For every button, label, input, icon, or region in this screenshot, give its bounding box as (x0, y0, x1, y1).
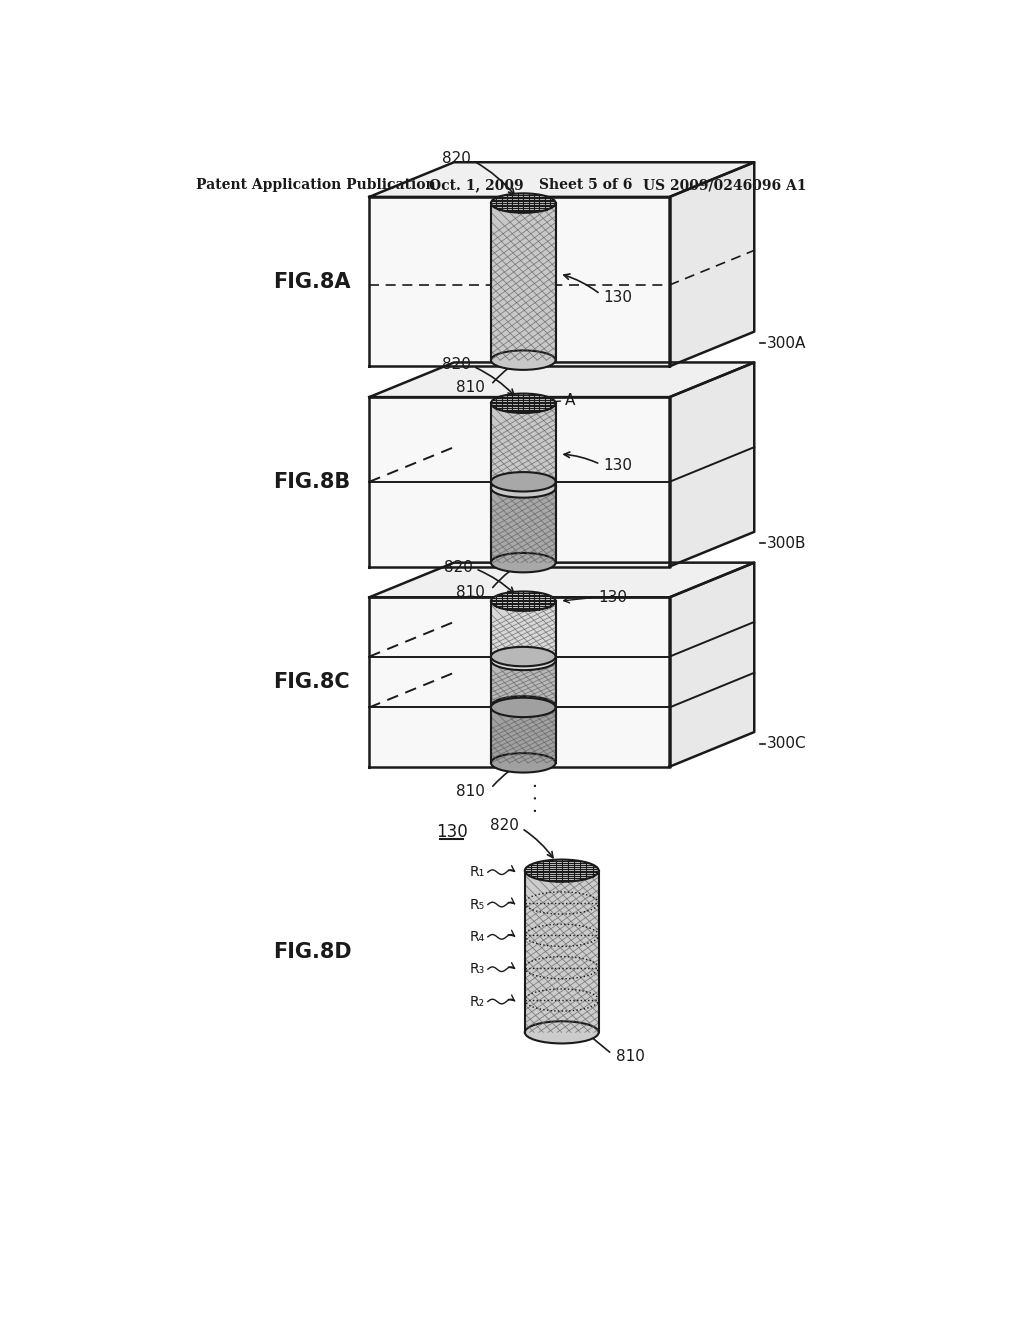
Polygon shape (670, 562, 755, 767)
Text: 300A: 300A (767, 335, 806, 351)
Text: R₁: R₁ (470, 865, 484, 879)
Polygon shape (524, 871, 599, 1032)
Text: 130: 130 (436, 824, 468, 841)
Text: Patent Application Publication: Patent Application Publication (196, 178, 435, 193)
Text: 810: 810 (456, 585, 484, 601)
Text: R₄: R₄ (470, 929, 484, 944)
Text: A: A (565, 393, 575, 408)
Text: FIG.8A: FIG.8A (273, 272, 350, 292)
Ellipse shape (490, 393, 556, 413)
Text: 300B: 300B (767, 536, 806, 550)
Polygon shape (670, 162, 755, 367)
Text: FIG.8C: FIG.8C (273, 672, 349, 692)
Ellipse shape (490, 350, 556, 370)
Text: B: B (569, 1011, 580, 1024)
Text: Oct. 1, 2009: Oct. 1, 2009 (429, 178, 524, 193)
Text: 810: 810 (456, 784, 484, 799)
Ellipse shape (490, 591, 556, 611)
Ellipse shape (490, 651, 556, 671)
Polygon shape (490, 708, 556, 763)
Polygon shape (370, 363, 755, 397)
Polygon shape (670, 363, 755, 566)
Ellipse shape (524, 1022, 599, 1043)
Ellipse shape (490, 647, 556, 667)
Polygon shape (370, 162, 755, 197)
Text: B: B (535, 672, 546, 686)
Text: R₂: R₂ (470, 994, 484, 1008)
Text: 130: 130 (603, 290, 633, 305)
Polygon shape (490, 601, 556, 660)
Polygon shape (370, 598, 670, 767)
Ellipse shape (524, 859, 599, 882)
Text: FIG.8B: FIG.8B (273, 471, 350, 492)
Text: R₃: R₃ (470, 962, 484, 977)
Ellipse shape (490, 698, 556, 717)
Ellipse shape (490, 696, 556, 715)
Text: 820: 820 (442, 150, 471, 166)
Text: 130: 130 (598, 590, 627, 605)
Polygon shape (370, 562, 755, 598)
Text: A: A (569, 882, 579, 895)
Polygon shape (370, 197, 670, 367)
Ellipse shape (490, 754, 556, 772)
Text: US 2009/0246096 A1: US 2009/0246096 A1 (643, 178, 806, 193)
Polygon shape (490, 656, 556, 706)
Text: FIG.8D: FIG.8D (273, 941, 351, 961)
Polygon shape (370, 397, 670, 566)
Text: 820: 820 (443, 560, 472, 574)
Text: D: D (569, 946, 581, 960)
Text: 820: 820 (442, 358, 471, 372)
Text: · · ·: · · · (527, 781, 547, 813)
Text: 810: 810 (615, 1049, 644, 1064)
Text: 300C: 300C (767, 737, 806, 751)
Text: 130: 130 (603, 458, 633, 474)
Text: Sheet 5 of 6: Sheet 5 of 6 (539, 178, 632, 193)
Ellipse shape (490, 478, 556, 498)
Text: 820: 820 (489, 818, 518, 833)
Polygon shape (490, 404, 556, 488)
Ellipse shape (490, 193, 556, 213)
Ellipse shape (490, 553, 556, 573)
Text: 810: 810 (456, 380, 484, 396)
Ellipse shape (490, 473, 556, 491)
Polygon shape (490, 482, 556, 562)
Polygon shape (490, 203, 556, 360)
Text: R₅: R₅ (470, 898, 484, 912)
Text: C: C (569, 978, 580, 993)
